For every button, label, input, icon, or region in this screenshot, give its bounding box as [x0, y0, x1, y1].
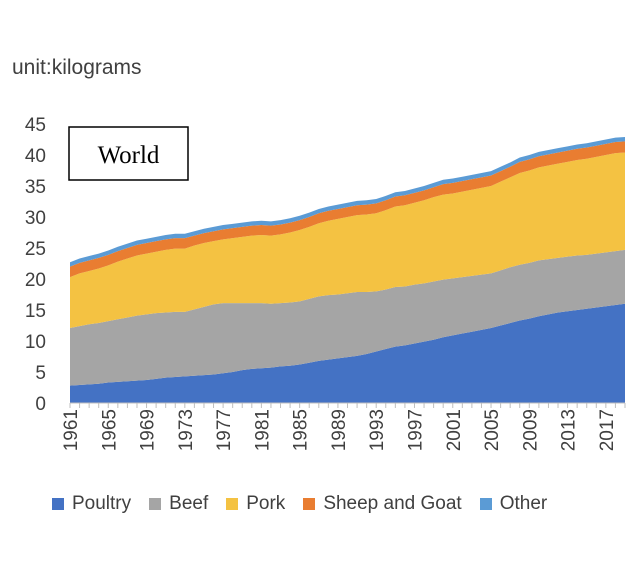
x-tick-label: 2001 [444, 409, 465, 451]
x-tick-label: 2017 [597, 409, 618, 451]
legend-item: Beef [149, 493, 208, 515]
legend-label: Sheep and Goat [323, 493, 462, 514]
x-tick-label: 2013 [559, 409, 580, 451]
x-tick-label: 1977 [214, 409, 235, 451]
legend-label: Beef [169, 493, 209, 514]
legend-item: Other [479, 493, 548, 515]
y-tick-label: 30 [25, 208, 46, 229]
y-tick-label: 20 [25, 270, 46, 291]
y-tick-label: 10 [25, 332, 46, 353]
y-tick-label: 35 [25, 177, 46, 198]
legend-swatch [479, 498, 492, 510]
series-area-pork [70, 152, 625, 328]
legend: Poultry Beef Pork Sheep and Goat Other [52, 493, 565, 515]
chart-title-box [68, 126, 189, 181]
x-tick-label: 1981 [252, 409, 273, 451]
legend-swatch [226, 498, 239, 510]
legend-item: Sheep and Goat [303, 493, 462, 515]
x-tick-label: 2005 [482, 409, 503, 451]
y-tick-label: 5 [35, 363, 46, 384]
legend-label: Other [499, 493, 548, 514]
chart-title: World [98, 142, 160, 169]
legend-swatch [303, 498, 316, 510]
y-tick-label: 45 [25, 115, 46, 136]
x-tick-label: 1961 [61, 409, 82, 451]
series-area-poultry [70, 303, 625, 403]
series-area-beef [70, 249, 625, 386]
y-tick-label: 15 [25, 301, 46, 322]
legend-swatch [52, 498, 64, 510]
x-tick-label: 1989 [329, 409, 350, 451]
unit-label: unit:kilograms [12, 56, 142, 79]
x-tick-label: 1973 [176, 409, 197, 451]
y-tick-label: 25 [25, 239, 46, 260]
x-tick-label: 1997 [405, 409, 426, 451]
y-tick-label: 0 [35, 394, 46, 415]
series-area-sheep-and-goat [70, 141, 625, 278]
legend-label: Poultry [72, 493, 132, 514]
series-area-other [70, 137, 625, 267]
x-tick-label: 1969 [138, 409, 159, 451]
legend-item: Poultry [52, 493, 131, 515]
x-tick-label: 1993 [367, 409, 388, 451]
legend-item: Pork [226, 493, 285, 515]
x-tick-label: 1985 [291, 409, 312, 451]
x-tick-label: 1965 [99, 409, 120, 451]
legend-label: Pork [246, 493, 286, 514]
y-tick-label: 40 [25, 146, 46, 167]
x-tick-label: 2009 [520, 409, 541, 451]
legend-swatch [149, 498, 162, 510]
